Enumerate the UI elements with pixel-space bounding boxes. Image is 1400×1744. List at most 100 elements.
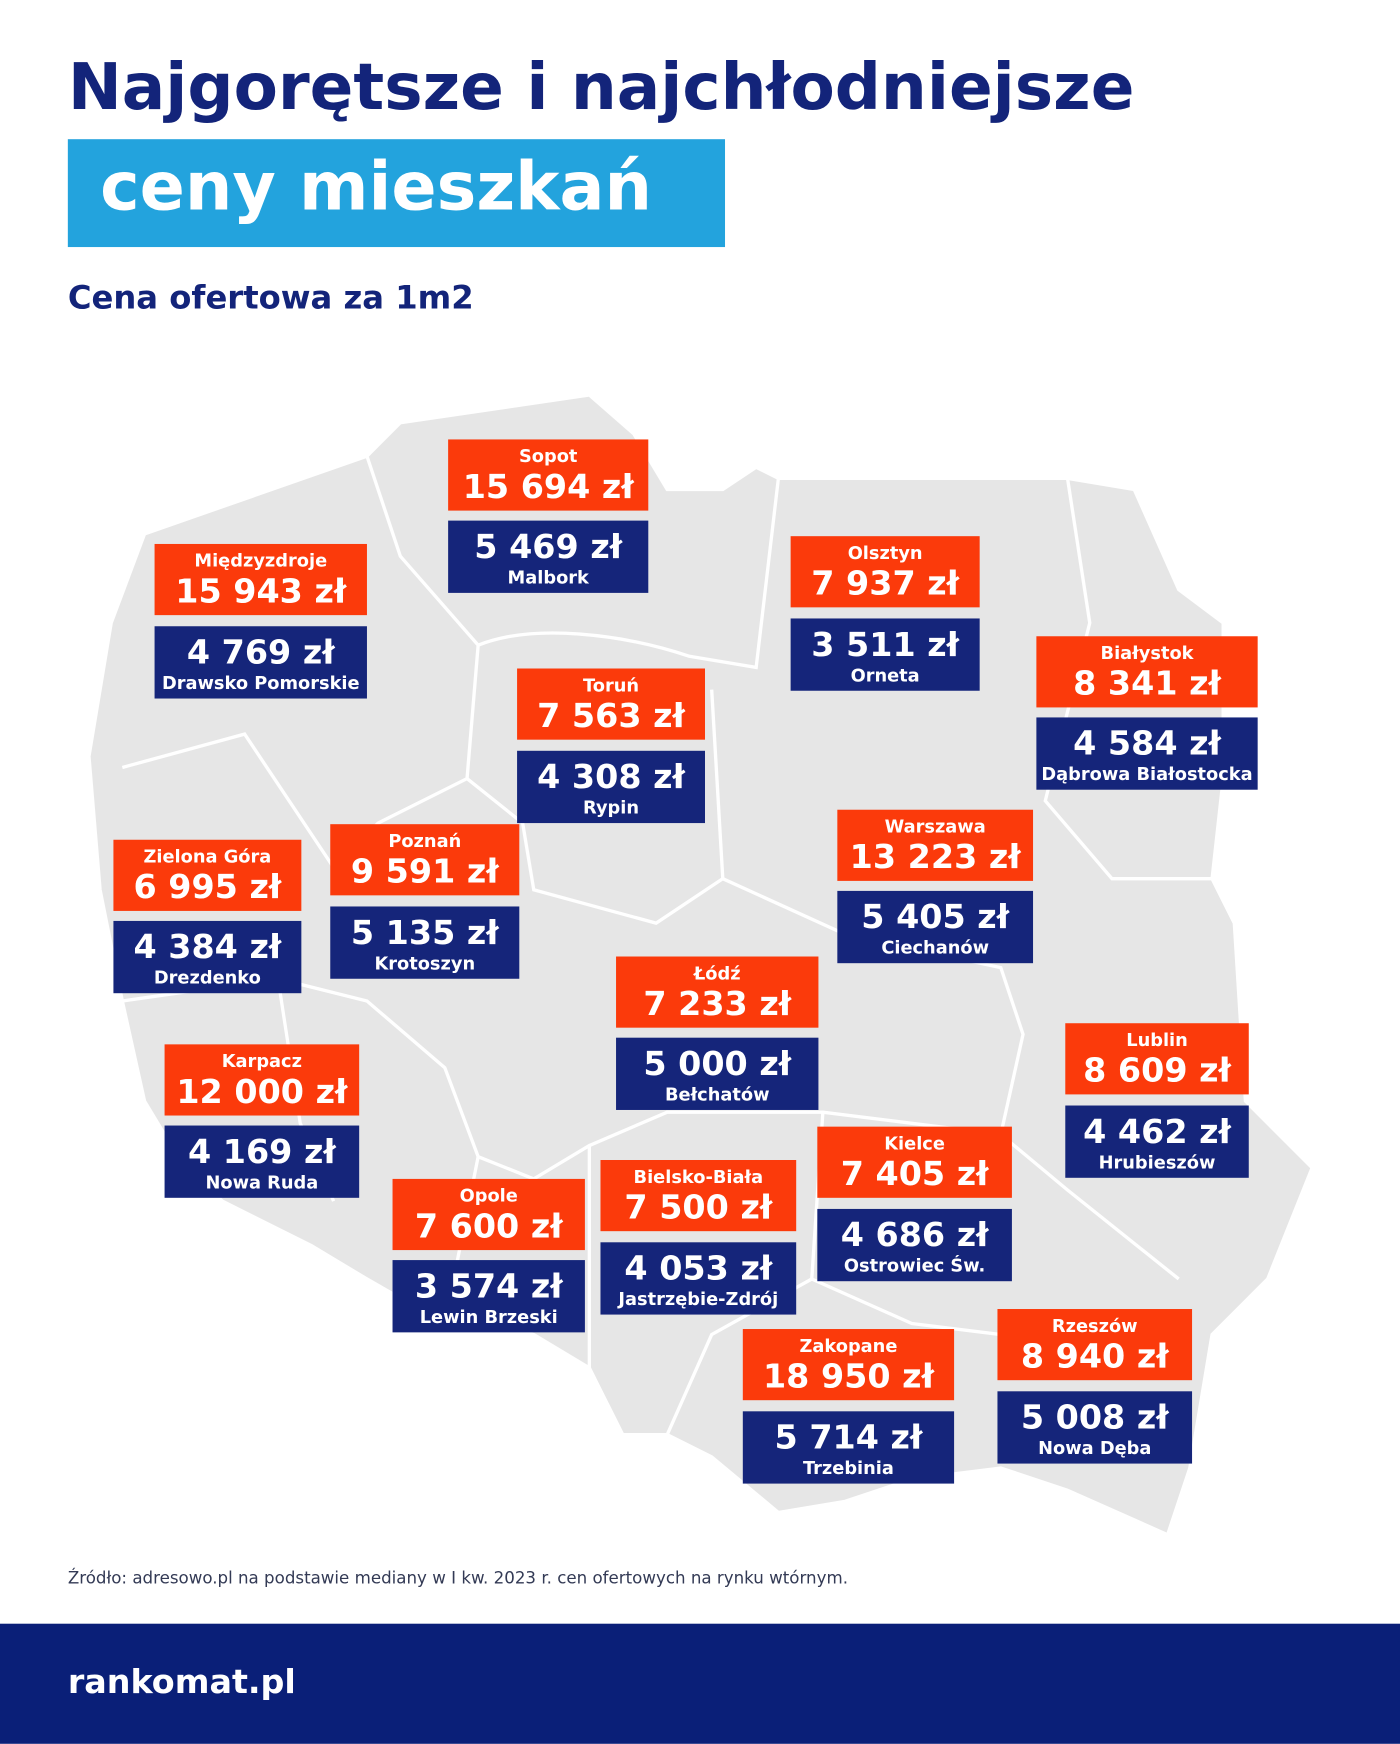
hot-box: [164, 1044, 360, 1116]
hot-price: 12 000 zł: [176, 1072, 349, 1111]
cold-box: [1065, 1105, 1249, 1178]
hot-price: 13 223 zł: [850, 837, 1023, 876]
cold-price: 4 584 zł: [1073, 724, 1222, 763]
hot-price: 18 950 zł: [763, 1356, 936, 1395]
cold-price: 4 053 zł: [624, 1249, 773, 1288]
cold-box: [154, 626, 367, 699]
hot-price: 8 609 zł: [1083, 1051, 1232, 1090]
cold-city: Jastrzębie-Zdrój: [617, 1289, 778, 1310]
hot-price: 15 943 zł: [175, 571, 348, 610]
hot-price: 8 341 zł: [1073, 664, 1222, 703]
hot-box: [154, 543, 367, 616]
hot-box: [837, 809, 1034, 881]
cold-city: Malbork: [508, 567, 591, 588]
cold-box: [517, 750, 706, 824]
hot-price: 9 591 zł: [351, 852, 500, 891]
cold-price: 5 000 zł: [643, 1044, 792, 1083]
cold-city: Ciechanów: [881, 938, 989, 959]
cold-price: 3 511 zł: [811, 625, 960, 664]
cold-box: [330, 906, 520, 979]
hot-city: Karpacz: [222, 1051, 302, 1072]
hot-price: 6 995 zł: [133, 867, 282, 906]
cold-price: 4 769 zł: [187, 633, 336, 672]
hot-box: [1065, 1023, 1249, 1095]
hot-city: Poznań: [388, 831, 461, 852]
hot-box: [1036, 636, 1258, 708]
source: Źródło: adresowo.pl na podstawie mediany…: [68, 1569, 848, 1588]
hot-price: 7 405 zł: [841, 1154, 990, 1193]
cold-price: 4 462 zł: [1083, 1112, 1232, 1151]
title: Najgorętsze i najchłodniejsze: [68, 50, 1135, 125]
cold-city: Bełchatów: [665, 1085, 770, 1106]
cold-box: [448, 520, 649, 593]
hot-price: 7 937 zł: [811, 564, 960, 603]
cold-city: Nowa Dęba: [1038, 1438, 1151, 1459]
hot-box: [448, 439, 649, 511]
hot-box: [113, 839, 302, 911]
cold-box: [600, 1242, 797, 1315]
highlight-box: [67, 139, 726, 248]
border: [121, 455, 480, 871]
hot-price: 7 500 zł: [624, 1187, 773, 1226]
hot-box: [817, 1126, 1012, 1198]
cold-city: Dąbrowa Białostocka: [1041, 764, 1252, 785]
cold-price: 4 308 zł: [537, 757, 686, 796]
cold-city: Krotoszyn: [374, 953, 475, 974]
hot-box: [997, 1309, 1193, 1381]
cold-price: 4 169 zł: [188, 1132, 337, 1171]
cold-city: Hrubieszów: [1099, 1152, 1216, 1173]
hot-box: [330, 824, 520, 896]
hot-city: Warszawa: [885, 817, 986, 838]
footer: [0, 1623, 1400, 1744]
hot-city: Opole: [460, 1186, 518, 1207]
hot-city: Kielce: [884, 1133, 945, 1154]
cold-city: Ostrowiec Św.: [844, 1255, 985, 1277]
hot-price: 7 233 zł: [643, 984, 792, 1023]
hot-price: 7 563 zł: [537, 696, 686, 735]
border: [465, 689, 725, 925]
hot-city: Zakopane: [799, 1336, 897, 1357]
cold-price: 3 574 zł: [415, 1266, 564, 1305]
cold-box: [113, 920, 302, 994]
cold-box: [997, 1391, 1193, 1464]
cold-box: [164, 1125, 360, 1198]
hot-box: [600, 1160, 797, 1232]
cold-box: [817, 1208, 1012, 1282]
hot-price: 15 694 zł: [463, 467, 636, 506]
cold-box: [616, 1037, 819, 1110]
cold-price: 4 686 zł: [841, 1215, 990, 1254]
cold-city: Trzebinia: [803, 1458, 894, 1479]
cold-box: [837, 890, 1034, 964]
hot-price: 7 600 zł: [415, 1206, 564, 1245]
cold-city: Orneta: [851, 665, 920, 686]
hot-box: [517, 668, 706, 740]
cold-box: [742, 1411, 955, 1484]
cold-price: 5 008 zł: [1021, 1398, 1170, 1437]
hot-box: [392, 1178, 585, 1251]
hot-city: Rzeszów: [1052, 1316, 1138, 1337]
subtitle: Cena ofertowa za 1m2: [68, 278, 474, 316]
cold-box: [392, 1260, 585, 1333]
cold-city: Lewin Brzeski: [420, 1307, 558, 1328]
hot-price: 8 940 zł: [1021, 1336, 1170, 1375]
hot-city: Olsztyn: [848, 543, 923, 564]
logo: rankomat.pl: [68, 1662, 296, 1701]
hot-city: Bielsko-Biała: [634, 1167, 764, 1188]
hot-box: [790, 536, 980, 608]
border: [477, 478, 781, 670]
cold-city: Drezdenko: [154, 968, 261, 989]
hot-city: Sopot: [519, 446, 578, 467]
border: [122, 977, 1002, 1181]
hot-city: Białystok: [1101, 643, 1195, 664]
hot-city: Łódź: [693, 963, 741, 984]
cold-price: 5 405 zł: [861, 897, 1010, 936]
cold-price: 5 135 zł: [351, 913, 500, 952]
cold-city: Nowa Ruda: [205, 1172, 318, 1193]
hot-city: Toruń: [583, 675, 639, 696]
hot-box: [742, 1329, 955, 1401]
cold-box: [1036, 717, 1258, 790]
hot-city: Lublin: [1126, 1030, 1188, 1051]
cold-price: 4 384 zł: [133, 927, 282, 966]
